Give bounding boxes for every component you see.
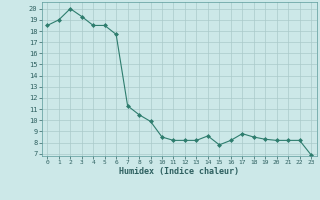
X-axis label: Humidex (Indice chaleur): Humidex (Indice chaleur)	[119, 167, 239, 176]
